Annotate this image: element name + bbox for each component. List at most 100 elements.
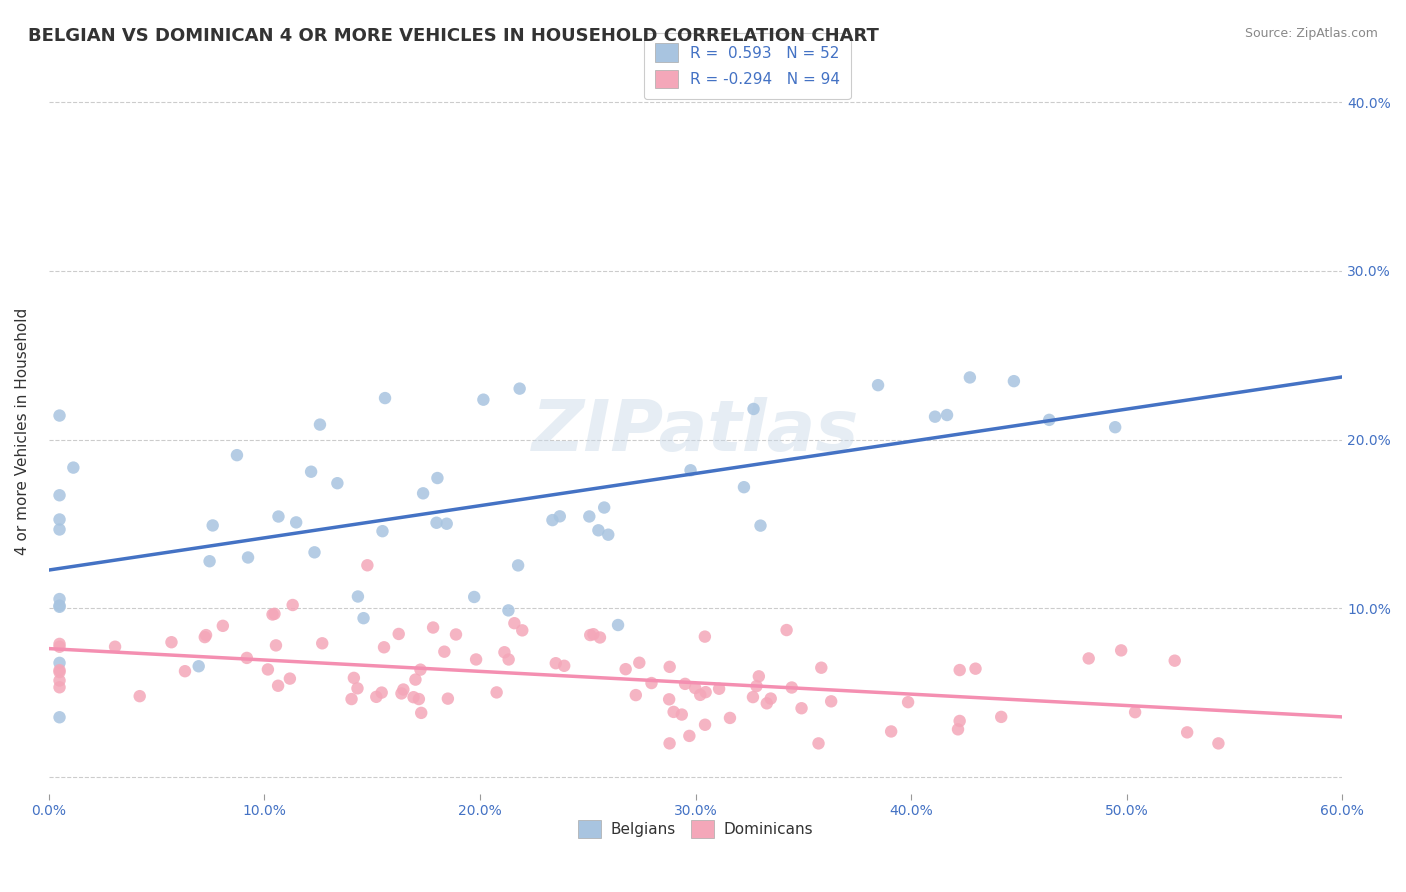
- Point: [755, 696, 778, 710]
- Point: [436, 516, 458, 531]
- Point: [671, 707, 693, 722]
- Point: [678, 729, 700, 743]
- Point: [48, 599, 70, 614]
- Point: [695, 685, 717, 699]
- Point: [868, 378, 890, 392]
- Point: [1208, 736, 1230, 750]
- Point: [174, 664, 197, 678]
- Point: [262, 607, 284, 622]
- Point: [541, 513, 564, 527]
- Point: [48, 599, 70, 613]
- Point: [949, 663, 972, 677]
- Point: [485, 685, 508, 699]
- Point: [48, 681, 70, 695]
- Point: [1104, 420, 1126, 434]
- Point: [343, 671, 366, 685]
- Point: [412, 486, 434, 500]
- Point: [679, 463, 702, 477]
- Point: [48, 663, 70, 677]
- Point: [693, 630, 716, 644]
- Point: [588, 524, 610, 538]
- Point: [465, 652, 488, 666]
- Point: [614, 662, 637, 676]
- Point: [201, 518, 224, 533]
- Point: [128, 689, 150, 703]
- Point: [104, 640, 127, 654]
- Point: [62, 460, 84, 475]
- Point: [408, 692, 430, 706]
- Point: [582, 627, 605, 641]
- Point: [1175, 725, 1198, 739]
- Point: [810, 661, 832, 675]
- Point: [693, 717, 716, 731]
- Point: [733, 480, 755, 494]
- Point: [589, 631, 612, 645]
- Point: [936, 408, 959, 422]
- Point: [498, 652, 520, 666]
- Point: [553, 658, 575, 673]
- Point: [658, 692, 681, 706]
- Point: [1164, 654, 1187, 668]
- Point: [662, 705, 685, 719]
- Text: Source: ZipAtlas.com: Source: ZipAtlas.com: [1244, 27, 1378, 40]
- Point: [1038, 413, 1060, 427]
- Point: [267, 679, 290, 693]
- Point: [628, 656, 651, 670]
- Point: [309, 417, 332, 432]
- Point: [820, 694, 842, 708]
- Point: [48, 488, 70, 502]
- Point: [371, 524, 394, 538]
- Point: [48, 710, 70, 724]
- Point: [347, 590, 370, 604]
- Point: [748, 669, 770, 683]
- Point: [264, 639, 287, 653]
- Point: [598, 527, 620, 541]
- Point: [278, 672, 301, 686]
- Point: [366, 690, 388, 704]
- Point: [160, 635, 183, 649]
- Point: [673, 677, 696, 691]
- Point: [658, 736, 681, 750]
- Point: [211, 619, 233, 633]
- Point: [422, 621, 444, 635]
- Point: [579, 628, 602, 642]
- Point: [658, 660, 681, 674]
- Point: [198, 554, 221, 568]
- Point: [463, 590, 485, 604]
- Point: [373, 640, 395, 655]
- Point: [267, 509, 290, 524]
- Point: [510, 624, 533, 638]
- Point: [426, 471, 449, 485]
- Point: [353, 611, 375, 625]
- Point: [742, 690, 765, 705]
- Point: [1109, 643, 1132, 657]
- Point: [749, 518, 772, 533]
- Point: [402, 690, 425, 705]
- Point: [924, 409, 946, 424]
- Point: [689, 688, 711, 702]
- Point: [195, 628, 218, 642]
- Point: [48, 409, 70, 423]
- Point: [1077, 651, 1099, 665]
- Point: [959, 370, 981, 384]
- Point: [48, 637, 70, 651]
- Point: [759, 691, 782, 706]
- Point: [472, 392, 495, 407]
- Point: [409, 663, 432, 677]
- Point: [257, 663, 280, 677]
- Point: [1002, 374, 1025, 388]
- Point: [48, 656, 70, 670]
- Point: [356, 558, 378, 573]
- Point: [304, 545, 326, 559]
- Point: [392, 682, 415, 697]
- Point: [48, 673, 70, 688]
- Point: [683, 681, 706, 695]
- Text: ZIPatlas: ZIPatlas: [531, 397, 859, 466]
- Point: [780, 681, 803, 695]
- Text: BELGIAN VS DOMINICAN 4 OR MORE VEHICLES IN HOUSEHOLD CORRELATION CHART: BELGIAN VS DOMINICAN 4 OR MORE VEHICLES …: [28, 27, 879, 45]
- Point: [226, 448, 249, 462]
- Point: [48, 640, 70, 654]
- Point: [593, 500, 616, 515]
- Point: [48, 665, 70, 679]
- Point: [775, 623, 797, 637]
